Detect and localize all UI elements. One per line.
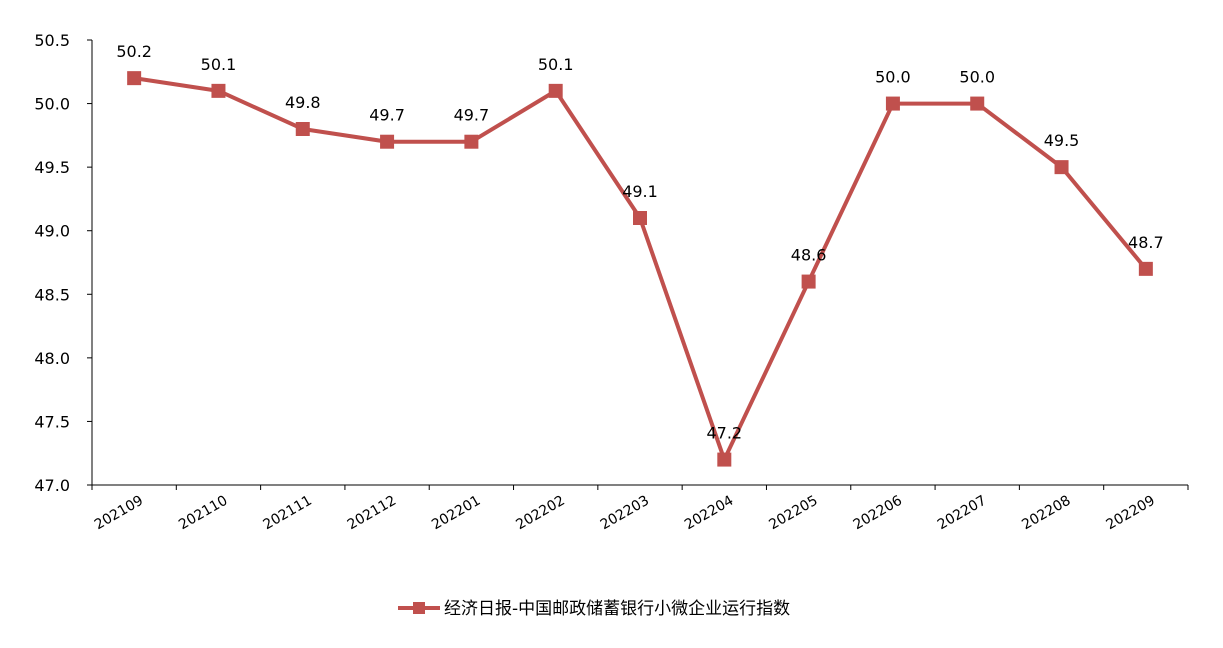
data-point-marker [970,96,985,111]
legend: 经济日报-中国邮政储蓄银行小微企业运行指数 [398,599,790,619]
y-tick-label: 48.5 [34,285,70,304]
data-point-marker [885,96,900,111]
x-axis-ticks: 202109 202110 202111 202112 202201 202202 2022… [91,485,1189,534]
x-tick-label: 202111 [260,493,314,534]
x-tick-label: 202110 [176,493,230,534]
data-point-marker [548,83,563,98]
data-label: 50.0 [959,68,995,87]
data-label: 48.6 [791,246,827,265]
y-axis-ticks: 47.0 47.5 48.0 48.5 49.0 49.5 50.0 50.5 [34,31,92,495]
x-tick-label: 202201 [429,493,483,534]
data-label: 49.7 [454,106,490,125]
data-label: 50.0 [875,68,911,87]
data-label: 49.1 [622,182,658,201]
legend-entry: 经济日报-中国邮政储蓄银行小微企业运行指数 [444,599,790,619]
data-point-marker [295,122,310,136]
data-label: 50.1 [201,55,237,74]
axes [91,40,1188,486]
data-point-marker [633,211,647,225]
data-label: 47.2 [706,424,742,443]
data-point-marker [380,134,395,149]
data-point-marker [1138,261,1153,276]
data-point-marker [801,274,816,289]
data-label: 49.5 [1044,131,1080,150]
x-tick-label: 202205 [766,493,820,534]
x-tick-label: 202112 [345,493,399,534]
data-point-marker [717,452,732,467]
data-label: 49.8 [285,93,321,112]
x-tick-label: 202208 [1019,493,1073,534]
series-line [133,76,1148,462]
x-tick-label: 202109 [92,493,146,534]
x-tick-label: 202207 [935,493,989,534]
x-tick-label: 202204 [682,493,736,534]
data-label: 49.7 [369,106,405,125]
y-tick-label: 48.0 [34,349,70,368]
data-point-marker [127,71,142,86]
x-tick-label: 202209 [1104,493,1158,534]
y-tick-label: 49.5 [34,158,70,177]
data-label: 50.1 [538,55,574,74]
x-tick-label: 202202 [513,493,567,534]
y-tick-label: 47.5 [34,412,70,431]
y-tick-label: 47.0 [34,476,70,495]
data-labels: 50.2 50.1 49.8 49.7 49.7 50.1 49.1 47.2 48.6 50.0… [116,42,1163,442]
data-label: 48.7 [1128,233,1164,252]
y-tick-label: 50.5 [34,31,70,50]
data-point-marker [211,83,226,98]
y-tick-label: 50.0 [34,95,70,114]
x-tick-label: 202203 [598,493,652,534]
y-tick-label: 49.0 [34,222,70,241]
data-label: 50.2 [116,42,152,61]
legend-marker-swatch [413,602,425,614]
data-point-marker [1054,160,1069,175]
x-tick-label: 202206 [851,493,905,534]
data-point-marker [464,134,479,149]
series-group [127,71,1153,467]
